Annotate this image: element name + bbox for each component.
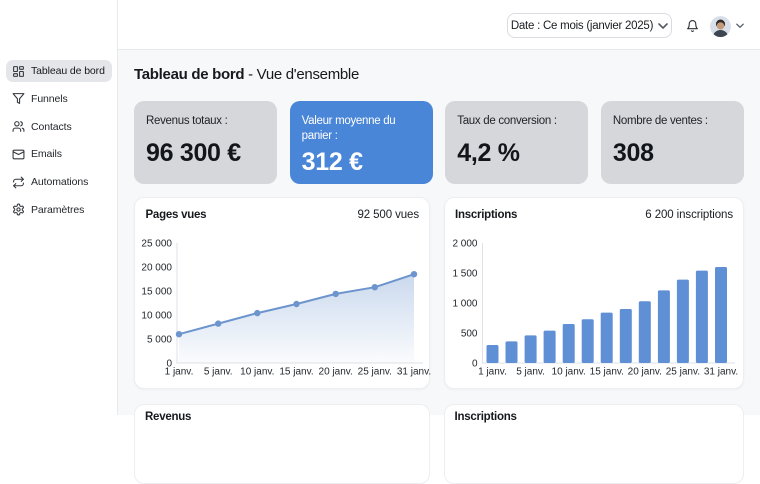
svg-text:31 janv.: 31 janv. [397,367,431,378]
svg-text:10 000: 10 000 [141,311,172,322]
svg-text:1 janv.: 1 janv. [165,367,194,378]
svg-text:20 000: 20 000 [141,263,172,274]
svg-text:20 janv.: 20 janv. [319,367,353,378]
svg-text:500: 500 [460,329,477,340]
svg-text:1 500: 1 500 [452,269,477,280]
svg-text:0: 0 [166,359,172,370]
svg-text:5 janv.: 5 janv. [516,367,545,378]
svg-text:5 000: 5 000 [147,335,172,346]
svg-text:25 janv.: 25 janv. [665,367,699,378]
svg-text:1 janv.: 1 janv. [478,367,507,378]
svg-text:15 janv.: 15 janv. [589,367,623,378]
svg-text:0: 0 [471,359,477,370]
svg-text:10 janv.: 10 janv. [551,367,585,378]
svg-text:25 janv.: 25 janv. [358,367,392,378]
svg-text:5 janv.: 5 janv. [204,367,233,378]
svg-text:10 janv.: 10 janv. [240,367,274,378]
svg-text:31 janv.: 31 janv. [703,367,737,378]
svg-text:15 000: 15 000 [141,287,172,298]
svg-text:20 janv.: 20 janv. [627,367,661,378]
svg-text:1 000: 1 000 [452,299,477,310]
svg-text:15 janv.: 15 janv. [279,367,313,378]
svg-text:2 000: 2 000 [452,239,477,250]
svg-text:25 000: 25 000 [141,239,172,250]
